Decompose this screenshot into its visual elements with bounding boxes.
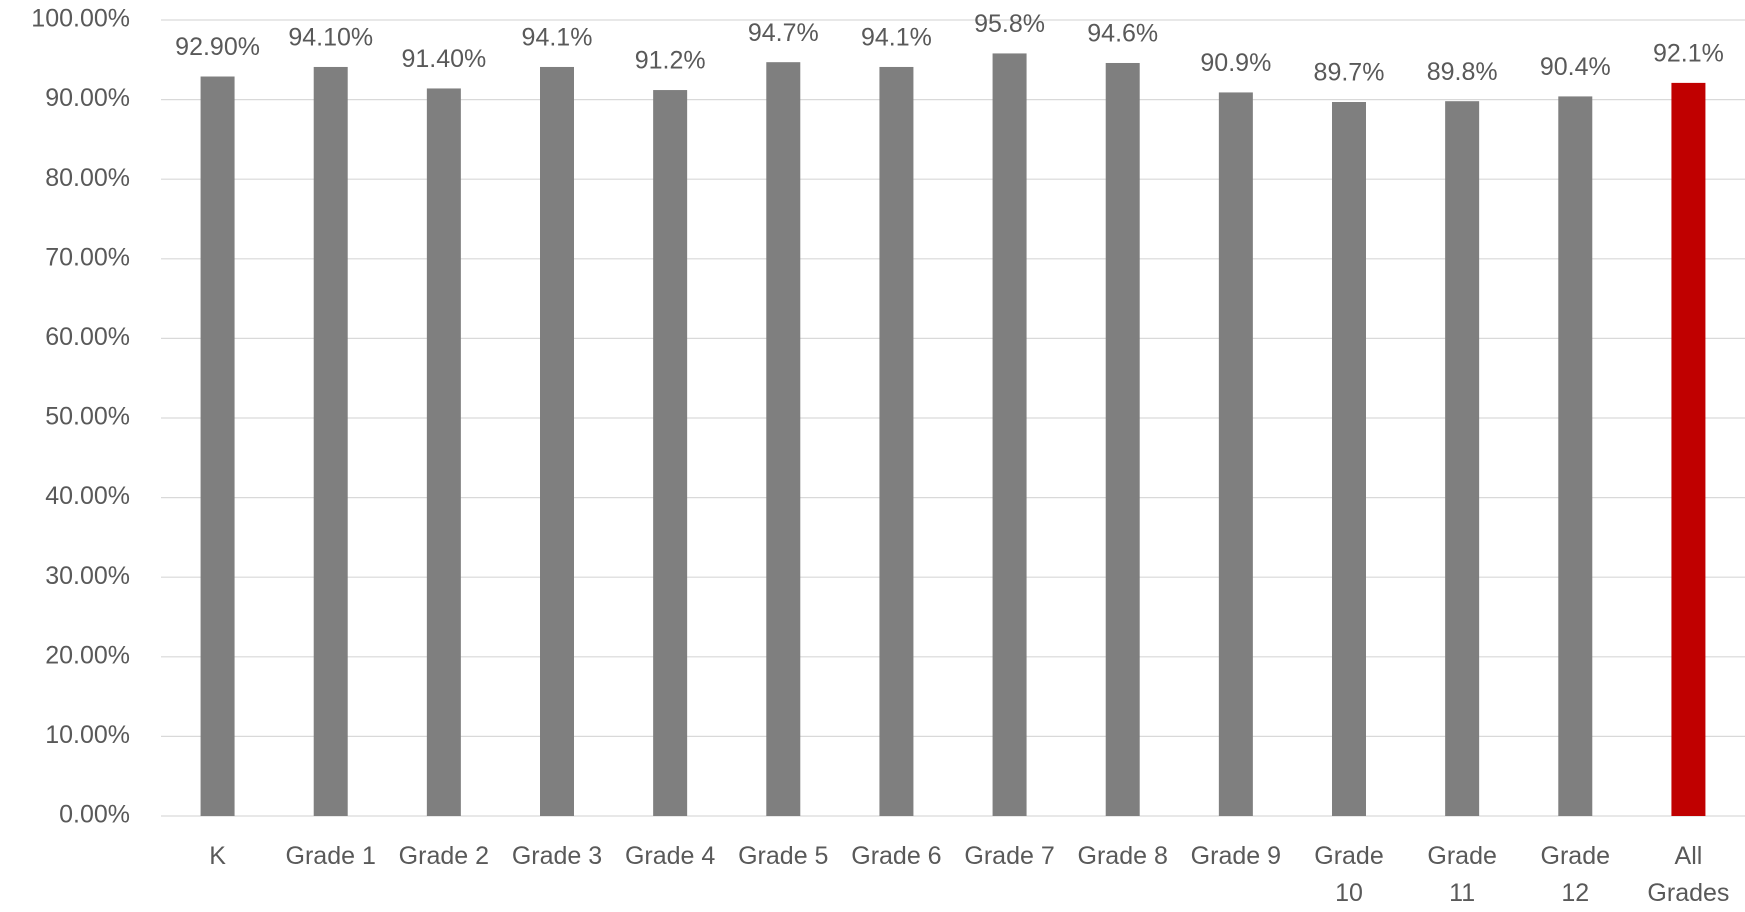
bar (653, 90, 688, 817)
bar (1332, 101, 1366, 817)
value-label: 94.1% (861, 24, 932, 52)
value-label: 92.1% (1653, 39, 1724, 67)
y-tick-label: 40.00% (45, 482, 130, 510)
y-tick-label: 0.00% (59, 801, 130, 829)
value-label: 94.7% (748, 19, 819, 47)
y-tick-label: 10.00% (45, 721, 130, 749)
value-label: 89.7% (1314, 59, 1385, 87)
x-tick-label: Grade 12 (1540, 842, 1611, 907)
value-label: 94.10% (288, 24, 373, 52)
bar (992, 53, 1027, 816)
y-tick-label: 20.00% (45, 641, 130, 669)
x-tick-label: K (209, 842, 226, 870)
y-tick-label: 70.00% (45, 243, 130, 271)
x-tick-label: Grade 4 (624, 842, 716, 870)
value-label: 94.1% (522, 24, 593, 52)
x-tick-label: Grade 10 (1314, 842, 1384, 907)
bar (879, 66, 914, 817)
value-label: 92.90% (175, 33, 260, 61)
x-tick-label: Grade 3 (511, 842, 603, 870)
bar (1218, 92, 1253, 817)
bar (200, 76, 235, 817)
y-tick-label: 50.00% (45, 403, 130, 431)
value-label: 91.2% (635, 47, 706, 75)
x-tick-label: Grade 1 (285, 842, 376, 870)
y-tick-label: 100.00% (31, 5, 130, 33)
bar (313, 66, 348, 817)
value-label: 91.40% (401, 45, 486, 73)
x-tick-label: All Grades (1647, 842, 1730, 907)
value-label: 94.6% (1087, 20, 1158, 48)
y-tick-label: 90.00% (45, 84, 130, 112)
bar (1671, 82, 1706, 816)
value-label: 90.9% (1200, 49, 1271, 77)
bar (766, 62, 801, 817)
value-label: 95.8% (974, 10, 1045, 38)
x-tick-label: Grade 7 (964, 842, 1055, 870)
x-tick-label: Grade 9 (1190, 842, 1282, 870)
x-tick-label: Grade 2 (398, 842, 490, 870)
x-tick-label: Grade 11 (1427, 842, 1497, 907)
value-label: 90.4% (1540, 53, 1611, 81)
bar (1105, 62, 1140, 816)
bar (540, 66, 574, 817)
x-tick-label: Grade 8 (1077, 842, 1168, 870)
x-tick-label: Grade 6 (851, 842, 942, 870)
y-tick-label: 30.00% (45, 562, 130, 590)
bar (426, 88, 461, 817)
bar (1445, 101, 1480, 816)
x-tick-label: Grade 5 (738, 842, 829, 870)
y-tick-label: 60.00% (45, 323, 130, 351)
bar (1558, 96, 1593, 816)
value-label: 89.8% (1427, 58, 1498, 86)
y-tick-label: 80.00% (45, 164, 130, 192)
